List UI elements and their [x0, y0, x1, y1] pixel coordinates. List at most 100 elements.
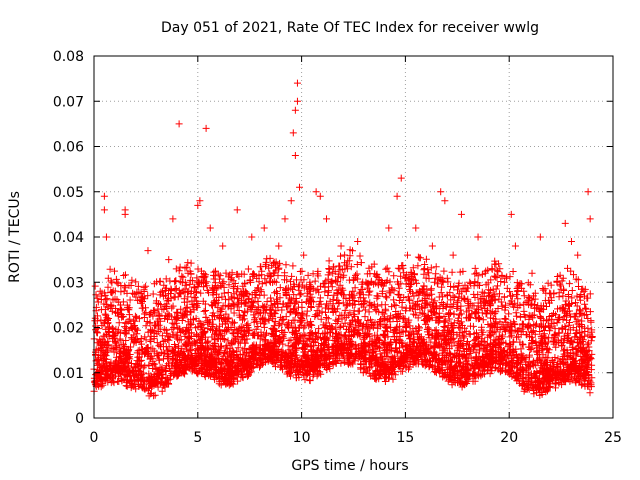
data-point [109, 333, 117, 341]
data-point [567, 238, 575, 246]
y-tick-label: 0.03 [53, 275, 84, 291]
data-point [206, 224, 214, 232]
data-point [96, 287, 104, 295]
data-point [370, 260, 378, 268]
data-point [134, 296, 142, 304]
x-tick-label: 0 [90, 430, 99, 446]
data-point [412, 224, 420, 232]
x-tick-label: 20 [500, 430, 518, 446]
data-point [491, 260, 499, 268]
data-point [159, 287, 167, 295]
data-point [98, 342, 106, 350]
y-tick-label: 0.06 [53, 140, 84, 156]
y-tick-label: 0.02 [53, 321, 84, 337]
data-point [296, 183, 304, 191]
data-point [293, 79, 301, 87]
data-point [437, 188, 445, 196]
data-point [173, 314, 181, 322]
data-point [102, 233, 110, 241]
data-point [420, 287, 428, 295]
data-point [212, 296, 220, 304]
y-tick-label: 0.04 [53, 230, 84, 246]
data-point [219, 242, 227, 250]
data-point [316, 192, 324, 200]
data-point [482, 296, 490, 304]
data-point [281, 215, 289, 223]
data-point [449, 251, 457, 259]
data-point [248, 233, 256, 241]
data-point [287, 197, 295, 205]
data-point [397, 174, 405, 182]
data-point [441, 197, 449, 205]
data-point [393, 192, 401, 200]
data-point [200, 274, 208, 282]
data-point [188, 333, 196, 341]
y-tick-label: 0 [75, 411, 84, 427]
data-point [233, 206, 241, 214]
data-point [428, 242, 436, 250]
y-tick-label: 0.01 [53, 366, 84, 382]
data-point [466, 278, 474, 286]
data-point [144, 247, 152, 255]
data-point [337, 242, 345, 250]
data-point [266, 278, 274, 286]
y-tick-label: 0.07 [53, 94, 84, 110]
data-point [138, 346, 146, 354]
data-points [92, 79, 596, 386]
data-point [181, 278, 189, 286]
data-point [175, 120, 183, 128]
data-point [561, 219, 569, 227]
data-point [291, 152, 299, 160]
y-axis-title: ROTI / TECUs [7, 191, 23, 283]
y-tick-label: 0.08 [53, 49, 84, 65]
data-point [260, 224, 268, 232]
x-tick-label: 15 [396, 430, 414, 446]
data-point [385, 224, 393, 232]
data-point [105, 314, 113, 322]
data-point [293, 97, 301, 105]
axis-ticks: 0 5 10 15 20 25 0 0.01 0.02 0.03 0.04 0.05 0.06 0.07 0… [53, 49, 622, 446]
data-point [113, 278, 121, 286]
x-axis-title: GPS time / hours [291, 458, 408, 474]
data-point [354, 238, 362, 246]
data-point [511, 242, 519, 250]
data-point [545, 296, 553, 304]
data-point [457, 210, 465, 218]
data-point [169, 215, 177, 223]
data-point [584, 188, 592, 196]
data-point [306, 278, 314, 286]
data-point [501, 314, 509, 322]
x-tick-label: 10 [293, 430, 311, 446]
data-point [403, 251, 411, 259]
data-point [586, 215, 594, 223]
data-point [536, 233, 544, 241]
data-point [312, 188, 320, 196]
data-point [507, 210, 515, 218]
data-point [474, 233, 482, 241]
data-point [580, 287, 588, 295]
data-point [588, 333, 596, 341]
data-point [323, 215, 331, 223]
data-point [329, 269, 337, 277]
y-tick-label: 0.05 [53, 185, 84, 201]
chart-title: Day 051 of 2021, Rate Of TEC Index for r… [161, 20, 539, 36]
data-point [94, 360, 102, 368]
data-point [289, 129, 297, 137]
data-point [528, 269, 536, 277]
x-tick-label: 25 [604, 430, 622, 446]
data-point [202, 124, 210, 132]
data-point [121, 210, 129, 218]
data-point [300, 251, 308, 259]
data-point [362, 278, 370, 286]
data-point [574, 251, 582, 259]
data-point [520, 287, 528, 295]
data-point [239, 287, 247, 295]
data-point [127, 324, 135, 331]
x-tick-label: 5 [193, 430, 202, 446]
data-point [291, 106, 299, 114]
data-point [379, 287, 387, 295]
data-point [345, 296, 353, 304]
data-point [254, 305, 262, 313]
